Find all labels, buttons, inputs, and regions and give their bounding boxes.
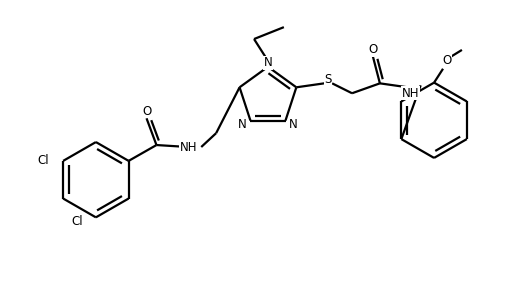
Text: O: O <box>369 43 377 56</box>
Text: S: S <box>325 73 332 86</box>
Text: NH: NH <box>402 87 420 100</box>
Text: O: O <box>442 54 452 67</box>
Text: Cl: Cl <box>72 215 83 228</box>
Text: Cl: Cl <box>38 154 49 167</box>
Text: NH: NH <box>180 141 197 153</box>
Text: O: O <box>142 105 151 118</box>
Text: N: N <box>238 118 247 131</box>
Text: N: N <box>264 56 272 69</box>
Text: N: N <box>289 118 298 131</box>
